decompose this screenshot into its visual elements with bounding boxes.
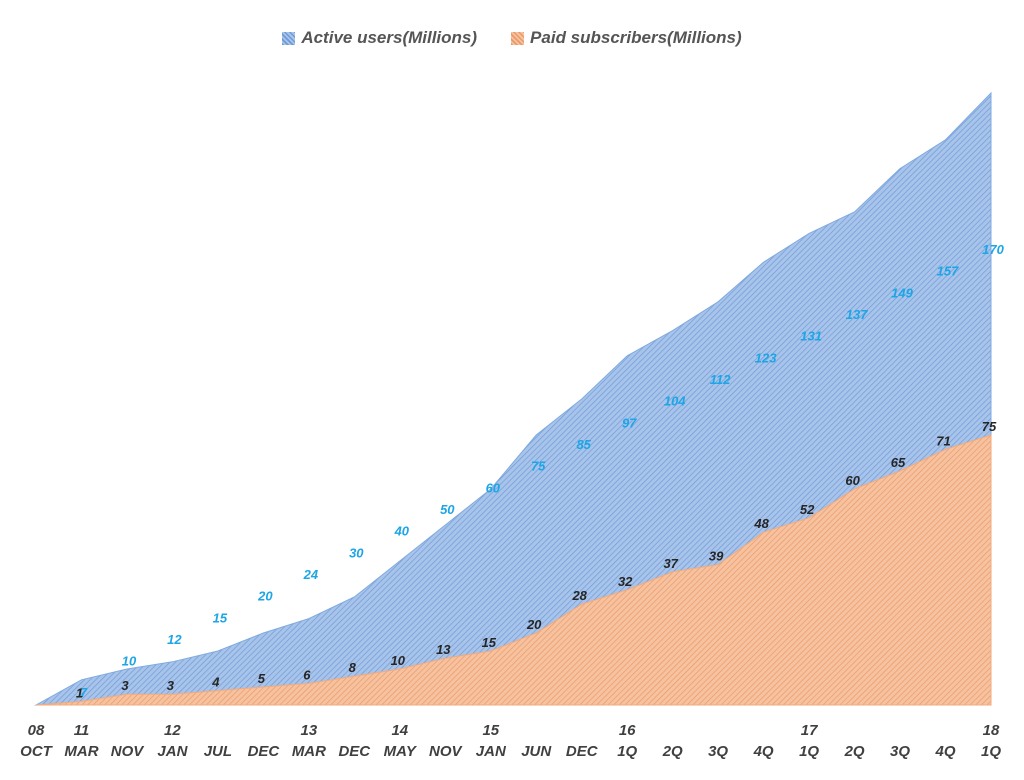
x-tick-label-period: NOV <box>111 743 146 760</box>
active-users-data-label: 170 <box>982 242 1004 257</box>
active-users-data-label: 20 <box>257 589 273 604</box>
x-tick-label-period: MAR <box>64 743 98 760</box>
x-tick-label-period: NOV <box>429 743 464 760</box>
paid-subscribers-data-label: 13 <box>436 642 451 657</box>
paid-subscribers-data-label: 37 <box>663 556 678 571</box>
x-tick-label-year: 17 <box>801 722 818 739</box>
x-tick-label-period: 4Q <box>753 743 774 760</box>
active-users-data-label: 30 <box>349 545 364 560</box>
active-users-data-label: 12 <box>167 632 182 647</box>
x-tick-label-period: JAN <box>157 743 188 760</box>
legend-item-paid-subscribers: Paid subscribers(Millions) <box>511 28 742 48</box>
x-tick-label-year: 15 <box>482 722 499 739</box>
x-tick-label-period: DEC <box>338 743 371 760</box>
paid-subscribers-data-label: 10 <box>391 653 406 668</box>
x-tick-label-year: 14 <box>391 722 408 739</box>
active-users-data-label: 60 <box>486 480 501 495</box>
paid-subscribers-data-label: 65 <box>891 455 906 470</box>
x-tick-label-year: 12 <box>164 722 181 739</box>
paid-subscribers-data-label: 1 <box>76 685 83 700</box>
x-tick-label-year: 16 <box>619 722 636 739</box>
paid-subscribers-data-label: 4 <box>211 675 220 690</box>
legend-label-active-users: Active users(Millions) <box>301 28 478 47</box>
x-tick-label-period: 4Q <box>934 743 955 760</box>
area-layer <box>34 91 992 706</box>
legend-item-active-users: Active users(Millions) <box>282 28 477 48</box>
tick-label-layer: 08 OCT 11 MAR NOV 12 JAN JUL DEC 13 MAR DEC 14 MAY NOV… <box>20 722 1001 760</box>
paid-subscribers-data-label: 75 <box>982 419 997 434</box>
active-users-data-label: 15 <box>213 610 228 625</box>
x-tick-label-period: JUL <box>204 743 232 760</box>
paid-subscribers-data-label: 48 <box>753 516 769 531</box>
paid-subscribers-data-label: 20 <box>526 617 542 632</box>
x-tick-label-year: 08 <box>28 722 45 739</box>
x-tick-label-period: MAY <box>384 743 418 760</box>
x-tick-label-year: 13 <box>301 722 318 739</box>
active-users-data-label: 112 <box>710 372 731 387</box>
active-users-data-label: 123 <box>755 350 777 365</box>
legend: Active users(Millions) Paid subscribers(… <box>0 28 1024 48</box>
active-users-data-label: 104 <box>664 394 686 409</box>
x-tick-label-year: 11 <box>74 722 90 739</box>
x-tick-label-period: 1Q <box>617 743 637 760</box>
x-tick-label-period: 3Q <box>708 743 728 760</box>
active-users-data-label: 75 <box>531 459 546 474</box>
active-users-data-label: 131 <box>800 329 822 344</box>
paid-subscribers-data-label: 3 <box>121 678 129 693</box>
x-tick-label-period: MAR <box>292 743 326 760</box>
active-users-data-label: 40 <box>394 524 410 539</box>
x-tick-label-period: DEC <box>248 743 281 760</box>
active-users-data-label: 149 <box>891 285 913 300</box>
paid-subscribers-data-label: 15 <box>482 635 497 650</box>
paid-subscribers-data-label: 3 <box>167 678 175 693</box>
active-users-data-label: 7 <box>80 685 88 700</box>
paid-subscribers-data-label: 60 <box>845 473 860 488</box>
legend-swatch-active-users <box>282 31 296 45</box>
active-users-data-label: 85 <box>576 437 591 452</box>
paid-subscribers-data-label: 71 <box>936 433 950 448</box>
x-tick-label-period: 2Q <box>662 743 683 760</box>
paid-subscribers-data-label: 52 <box>800 502 815 517</box>
x-tick-label-period: OCT <box>20 743 54 760</box>
active-users-data-label: 50 <box>440 502 455 517</box>
x-tick-label-year: 18 <box>983 722 1000 739</box>
x-tick-label-period: 2Q <box>844 743 865 760</box>
x-tick-label-period: 1Q <box>799 743 819 760</box>
active-users-data-label: 97 <box>622 415 637 430</box>
active-users-data-label: 137 <box>846 307 868 322</box>
paid-subscribers-data-label: 39 <box>709 549 724 564</box>
active-users-data-label: 157 <box>937 264 959 279</box>
paid-subscribers-data-label: 28 <box>571 588 587 603</box>
x-tick-label-period: DEC <box>566 743 599 760</box>
x-tick-label-period: 1Q <box>981 743 1001 760</box>
paid-subscribers-data-label: 8 <box>349 660 357 675</box>
active-users-data-label: 24 <box>303 567 319 582</box>
data-label-layer: 7101215202430405060758597104112123131137… <box>76 242 1005 700</box>
legend-label-paid-subscribers: Paid subscribers(Millions) <box>530 28 742 47</box>
paid-subscribers-data-label: 32 <box>618 574 633 589</box>
x-tick-label-period: JAN <box>476 743 507 760</box>
paid-subscribers-data-label: 6 <box>303 667 311 682</box>
paid-subscribers-data-label: 5 <box>258 671 266 686</box>
x-tick-label-period: 3Q <box>890 743 910 760</box>
area-paid-subscribers <box>35 434 992 706</box>
legend-swatch-paid-subscribers <box>511 31 525 45</box>
active-users-data-label: 10 <box>122 654 137 669</box>
x-tick-label-period: JUN <box>521 743 552 760</box>
